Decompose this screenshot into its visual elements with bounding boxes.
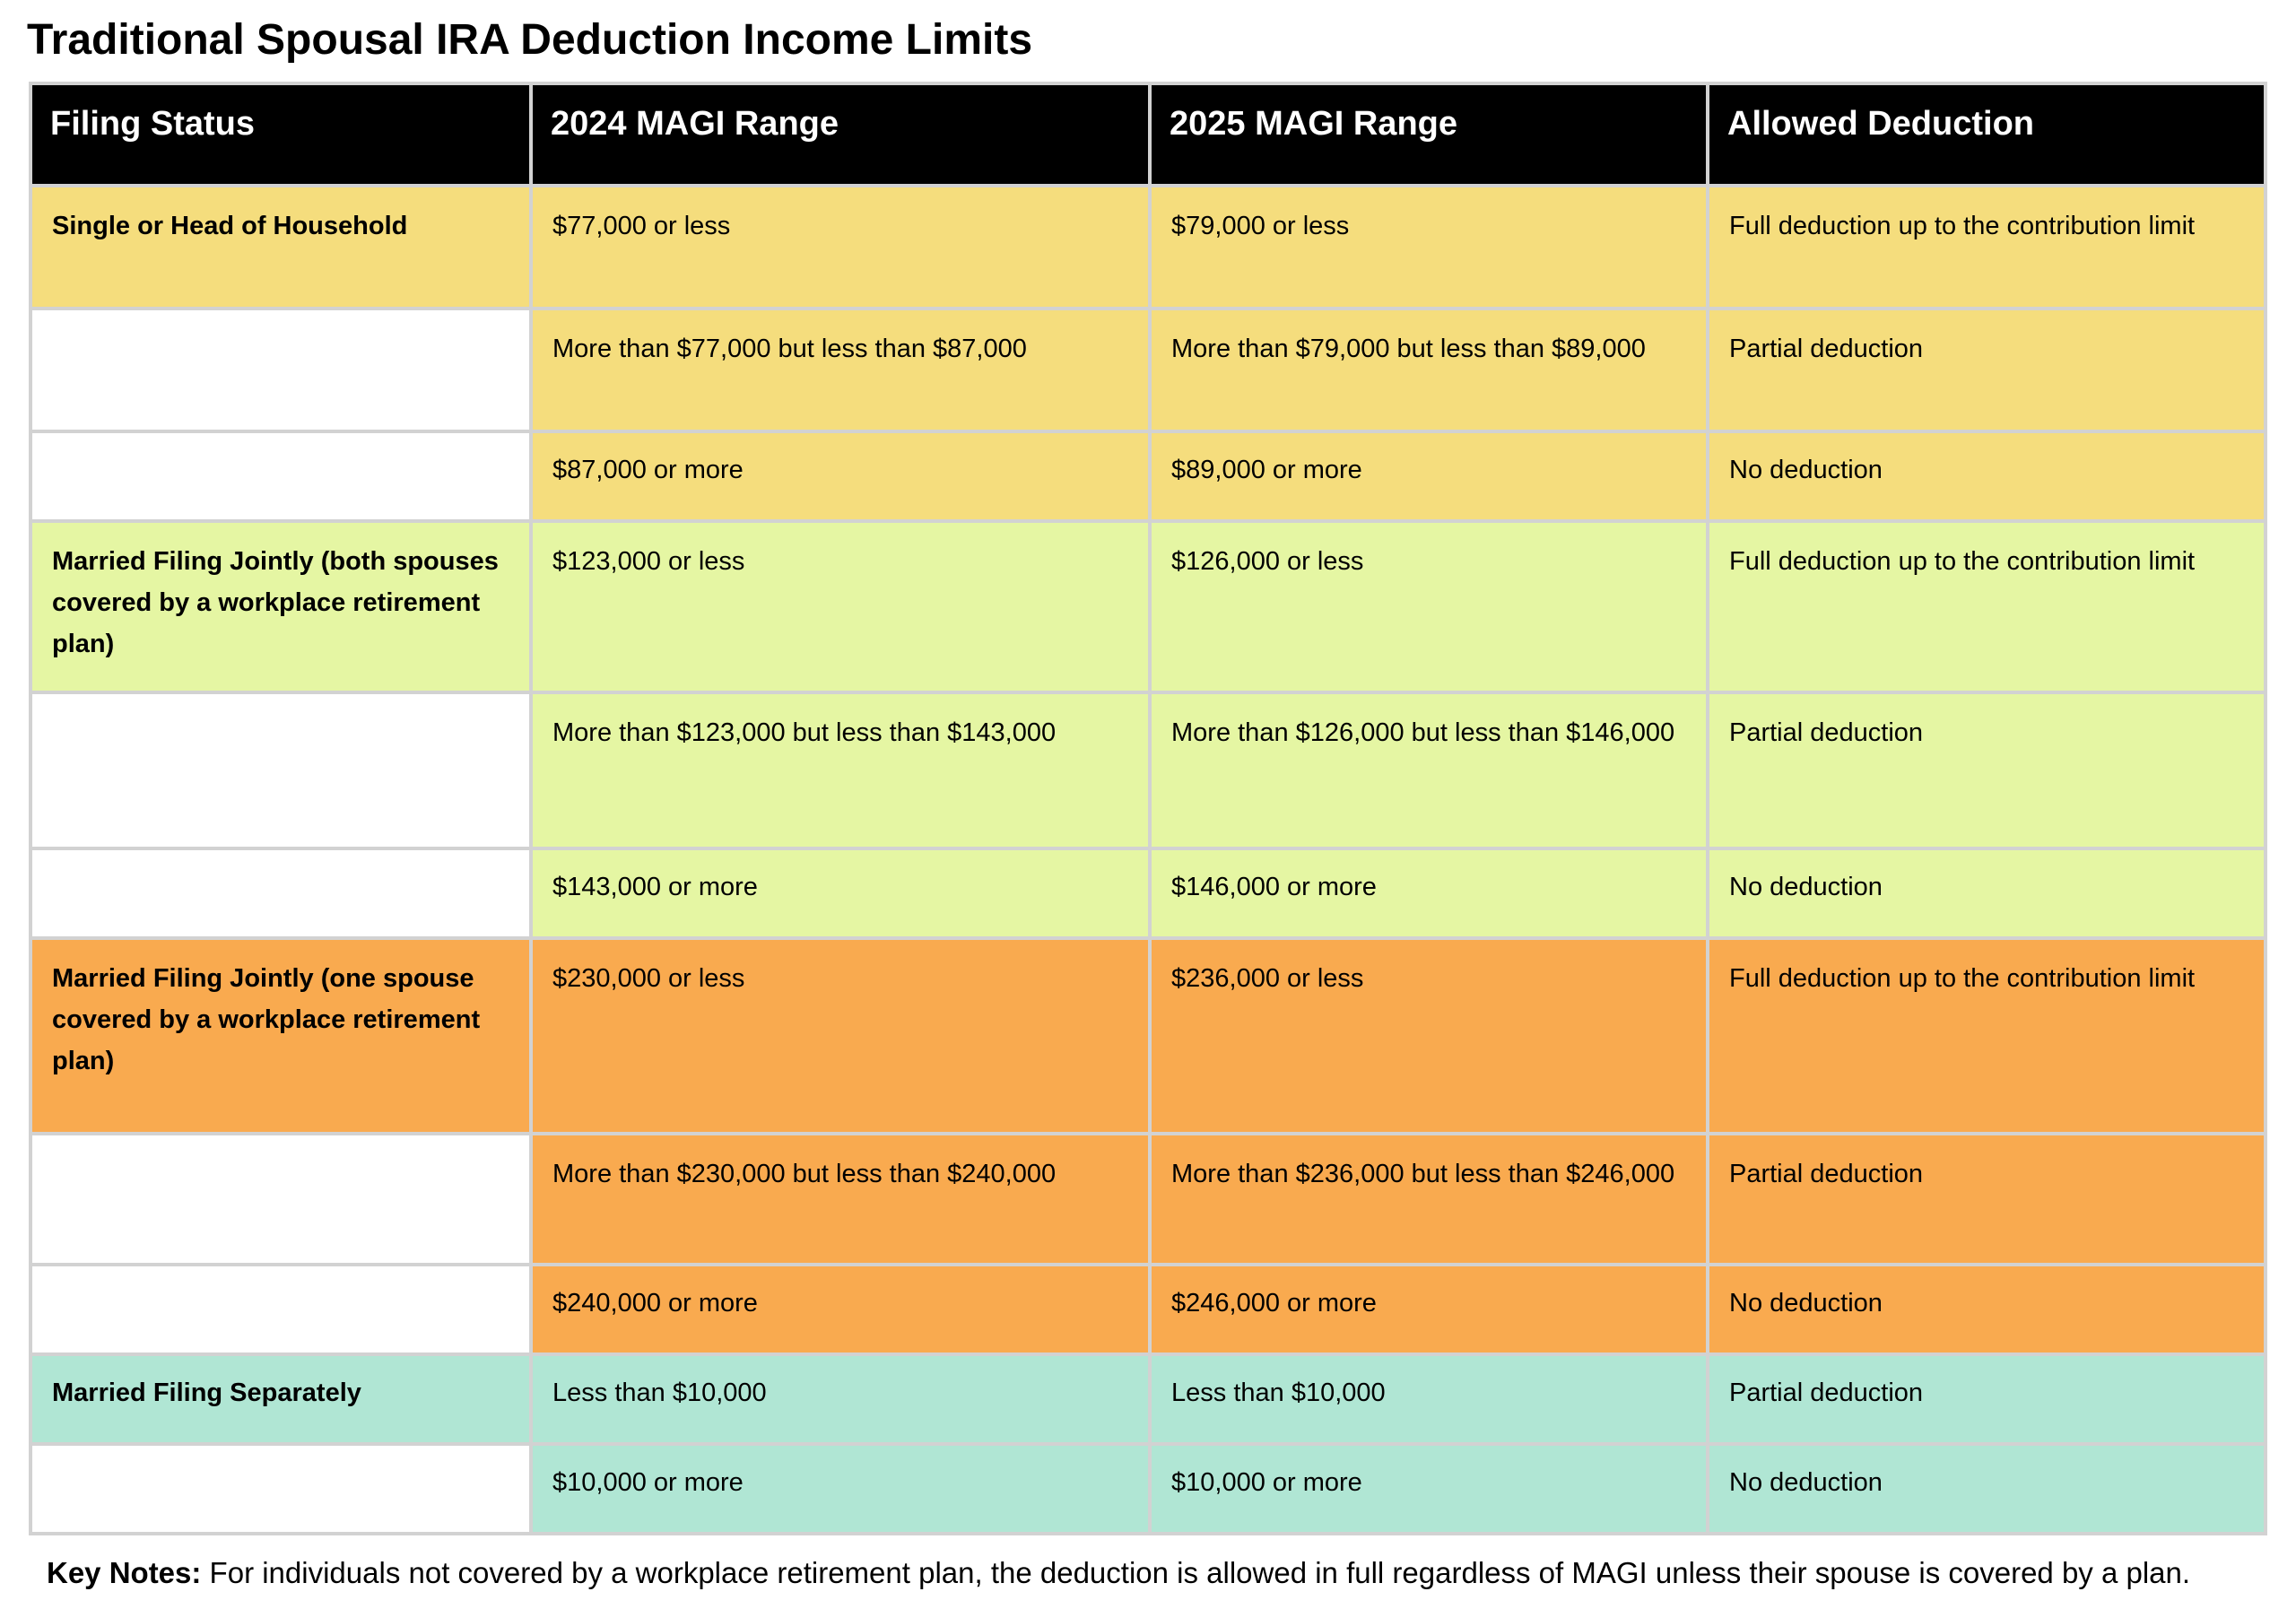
filing-status-cell: Married Filing Jointly (one spouse cover… (29, 936, 533, 1135)
magi-2025-cell: $10,000 or more (1148, 1442, 1709, 1535)
magi-2024-cell: More than $123,000 but less than $143,00… (529, 691, 1152, 850)
deduction-cell: Partial deduction (1706, 1352, 2267, 1446)
header-filing-status: Filing Status (29, 82, 533, 187)
table-row: Single or Head of Household $77,000 or l… (29, 184, 2267, 310)
page-title: Traditional Spousal IRA Deduction Income… (27, 16, 1033, 64)
income-limits-table: Filing Status 2024 MAGI Range 2025 MAGI … (29, 82, 2267, 1535)
magi-2025-cell: $79,000 or less (1148, 184, 1709, 310)
deduction-cell: Partial deduction (1706, 307, 2267, 433)
magi-2024-cell: $143,000 or more (529, 847, 1152, 940)
key-notes-label: Key Notes: (47, 1556, 202, 1589)
deduction-cell: No deduction (1706, 1263, 2267, 1356)
magi-2024-cell: $10,000 or more (529, 1442, 1152, 1535)
table-row: More than $230,000 but less than $240,00… (29, 1132, 2267, 1266)
deduction-cell: Full deduction up to the contribution li… (1706, 184, 2267, 310)
table-row: $87,000 or more $89,000 or more No deduc… (29, 430, 2267, 523)
table-row: More than $123,000 but less than $143,00… (29, 691, 2267, 850)
magi-2025-cell: $236,000 or less (1148, 936, 1709, 1135)
key-notes: Key Notes: For individuals not covered b… (47, 1553, 2190, 1593)
filing-status-cell: Single or Head of Household (29, 184, 533, 310)
filing-status-cell (29, 1132, 533, 1266)
filing-status-cell: Married Filing Jointly (both spouses cov… (29, 519, 533, 694)
deduction-cell: Full deduction up to the contribution li… (1706, 936, 2267, 1135)
header-allowed-deduction: Allowed Deduction (1706, 82, 2267, 187)
table-row: $143,000 or more $146,000 or more No ded… (29, 847, 2267, 940)
table-row: More than $77,000 but less than $87,000 … (29, 307, 2267, 433)
magi-2025-cell: $246,000 or more (1148, 1263, 1709, 1356)
magi-2025-cell: More than $79,000 but less than $89,000 (1148, 307, 1709, 433)
magi-2025-cell: $126,000 or less (1148, 519, 1709, 694)
magi-2024-cell: $77,000 or less (529, 184, 1152, 310)
filing-status-cell (29, 847, 533, 940)
magi-2025-cell: Less than $10,000 (1148, 1352, 1709, 1446)
filing-status-cell (29, 430, 533, 523)
magi-2024-cell: Less than $10,000 (529, 1352, 1152, 1446)
header-row: Filing Status 2024 MAGI Range 2025 MAGI … (29, 82, 2267, 187)
magi-2024-cell: More than $77,000 but less than $87,000 (529, 307, 1152, 433)
magi-2024-cell: $123,000 or less (529, 519, 1152, 694)
key-notes-text: For individuals not covered by a workpla… (201, 1556, 2191, 1589)
magi-2025-cell: More than $126,000 but less than $146,00… (1148, 691, 1709, 850)
filing-status-cell (29, 307, 533, 433)
table-header: Filing Status 2024 MAGI Range 2025 MAGI … (29, 82, 2267, 187)
table-row: $10,000 or more $10,000 or more No deduc… (29, 1442, 2267, 1535)
deduction-cell: No deduction (1706, 847, 2267, 940)
magi-2024-cell: $87,000 or more (529, 430, 1152, 523)
deduction-cell: Partial deduction (1706, 1132, 2267, 1266)
deduction-cell: No deduction (1706, 1442, 2267, 1535)
table-row: $240,000 or more $246,000 or more No ded… (29, 1263, 2267, 1356)
magi-2025-cell: $146,000 or more (1148, 847, 1709, 940)
magi-2024-cell: $230,000 or less (529, 936, 1152, 1135)
magi-2024-cell: $240,000 or more (529, 1263, 1152, 1356)
filing-status-cell (29, 1442, 533, 1535)
magi-2025-cell: $89,000 or more (1148, 430, 1709, 523)
table-row: Married Filing Jointly (one spouse cover… (29, 936, 2267, 1135)
filing-status-cell (29, 691, 533, 850)
deduction-cell: Full deduction up to the contribution li… (1706, 519, 2267, 694)
header-2025-magi-range: 2025 MAGI Range (1148, 82, 1709, 187)
table-row: Married Filing Separately Less than $10,… (29, 1352, 2267, 1446)
deduction-cell: No deduction (1706, 430, 2267, 523)
filing-status-cell (29, 1263, 533, 1356)
filing-status-cell: Married Filing Separately (29, 1352, 533, 1446)
deduction-cell: Partial deduction (1706, 691, 2267, 850)
header-2024-magi-range: 2024 MAGI Range (529, 82, 1152, 187)
magi-2025-cell: More than $236,000 but less than $246,00… (1148, 1132, 1709, 1266)
table-row: Married Filing Jointly (both spouses cov… (29, 519, 2267, 694)
table-body: Single or Head of Household $77,000 or l… (29, 184, 2267, 1535)
magi-2024-cell: More than $230,000 but less than $240,00… (529, 1132, 1152, 1266)
